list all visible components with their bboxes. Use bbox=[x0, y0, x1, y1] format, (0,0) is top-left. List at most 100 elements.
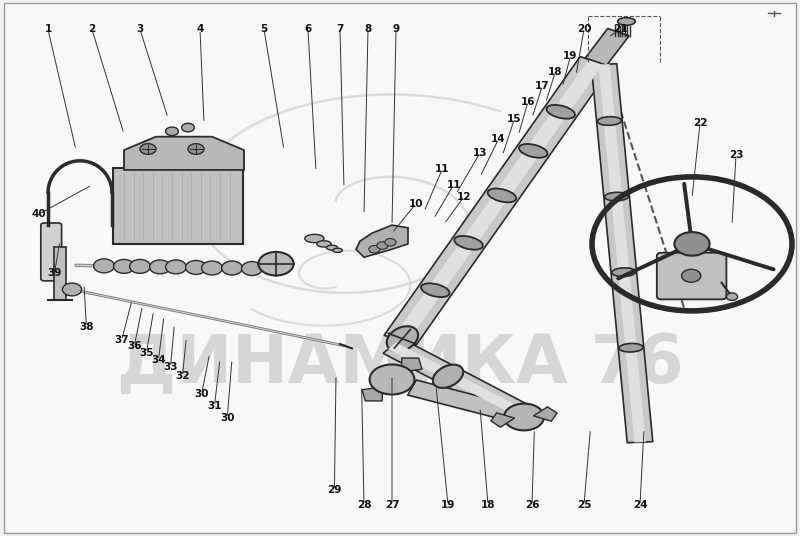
Text: 28: 28 bbox=[357, 500, 371, 510]
Ellipse shape bbox=[333, 248, 342, 252]
Text: 9: 9 bbox=[393, 25, 399, 34]
Text: 1: 1 bbox=[44, 25, 52, 34]
Text: 3: 3 bbox=[136, 25, 144, 34]
FancyBboxPatch shape bbox=[113, 168, 243, 244]
Circle shape bbox=[94, 259, 114, 273]
Ellipse shape bbox=[317, 241, 331, 247]
Polygon shape bbox=[393, 59, 603, 343]
Ellipse shape bbox=[386, 326, 418, 351]
Polygon shape bbox=[388, 343, 524, 416]
Ellipse shape bbox=[619, 344, 643, 352]
Polygon shape bbox=[362, 387, 382, 401]
Text: 14: 14 bbox=[491, 135, 506, 144]
Text: 34: 34 bbox=[151, 355, 166, 365]
Text: 7: 7 bbox=[336, 25, 344, 34]
Text: 13: 13 bbox=[473, 148, 487, 158]
Ellipse shape bbox=[546, 105, 575, 118]
Ellipse shape bbox=[326, 245, 338, 250]
Polygon shape bbox=[534, 407, 557, 421]
Text: 12: 12 bbox=[457, 192, 471, 202]
Circle shape bbox=[369, 245, 380, 253]
Circle shape bbox=[150, 260, 170, 274]
Polygon shape bbox=[356, 225, 408, 257]
Text: 24: 24 bbox=[633, 500, 647, 510]
Circle shape bbox=[370, 364, 414, 394]
Circle shape bbox=[242, 262, 262, 276]
Text: 11: 11 bbox=[446, 180, 461, 190]
Text: 10: 10 bbox=[409, 199, 423, 209]
Text: 4: 4 bbox=[196, 25, 204, 34]
Text: 22: 22 bbox=[693, 118, 707, 128]
Text: 31: 31 bbox=[207, 401, 222, 411]
Polygon shape bbox=[491, 413, 514, 427]
Text: 18: 18 bbox=[481, 500, 495, 510]
Text: 26: 26 bbox=[525, 500, 539, 510]
Circle shape bbox=[726, 293, 738, 300]
Text: 16: 16 bbox=[521, 97, 535, 107]
Text: 2: 2 bbox=[88, 25, 96, 34]
FancyBboxPatch shape bbox=[657, 252, 726, 299]
Text: 15: 15 bbox=[507, 114, 522, 124]
Text: 29: 29 bbox=[327, 486, 342, 495]
Circle shape bbox=[166, 127, 178, 136]
Circle shape bbox=[186, 260, 206, 274]
Text: 6: 6 bbox=[304, 25, 312, 34]
Ellipse shape bbox=[488, 189, 516, 202]
Circle shape bbox=[130, 259, 150, 273]
Text: 23: 23 bbox=[729, 151, 743, 160]
Circle shape bbox=[62, 283, 82, 296]
Text: 32: 32 bbox=[175, 371, 190, 381]
Ellipse shape bbox=[454, 236, 483, 250]
Circle shape bbox=[182, 123, 194, 132]
Text: 39: 39 bbox=[47, 269, 62, 278]
Polygon shape bbox=[591, 64, 653, 443]
Circle shape bbox=[114, 259, 134, 273]
Text: 21: 21 bbox=[613, 25, 627, 34]
Ellipse shape bbox=[598, 117, 622, 125]
Text: 38: 38 bbox=[79, 322, 94, 332]
Circle shape bbox=[385, 239, 396, 246]
Text: 19: 19 bbox=[563, 51, 578, 61]
Text: 11: 11 bbox=[435, 164, 450, 174]
Ellipse shape bbox=[618, 18, 635, 25]
Polygon shape bbox=[586, 28, 629, 65]
Text: 19: 19 bbox=[441, 500, 455, 510]
Text: 36: 36 bbox=[127, 341, 142, 351]
Circle shape bbox=[222, 261, 242, 275]
Text: 8: 8 bbox=[364, 25, 372, 34]
Polygon shape bbox=[384, 57, 612, 345]
Circle shape bbox=[674, 232, 710, 256]
Text: 20: 20 bbox=[577, 25, 591, 34]
Polygon shape bbox=[54, 247, 66, 300]
Circle shape bbox=[166, 260, 186, 274]
Circle shape bbox=[682, 269, 701, 282]
FancyBboxPatch shape bbox=[4, 3, 796, 533]
Text: 37: 37 bbox=[114, 336, 129, 345]
Circle shape bbox=[140, 144, 156, 154]
Text: 35: 35 bbox=[139, 348, 154, 358]
Polygon shape bbox=[383, 338, 529, 420]
Polygon shape bbox=[402, 358, 422, 372]
Polygon shape bbox=[598, 64, 646, 442]
Ellipse shape bbox=[421, 284, 450, 297]
Circle shape bbox=[258, 252, 294, 276]
Circle shape bbox=[202, 261, 222, 275]
Ellipse shape bbox=[305, 234, 324, 243]
Text: 40: 40 bbox=[31, 210, 46, 219]
Ellipse shape bbox=[433, 364, 463, 388]
Ellipse shape bbox=[605, 192, 629, 201]
Text: ДИНАМИКА 76: ДИНАМИКА 76 bbox=[117, 331, 683, 398]
Circle shape bbox=[377, 242, 388, 249]
Text: 25: 25 bbox=[577, 500, 591, 510]
Ellipse shape bbox=[612, 268, 636, 277]
Text: 5: 5 bbox=[260, 25, 268, 34]
Text: 18: 18 bbox=[548, 68, 562, 77]
FancyBboxPatch shape bbox=[41, 223, 62, 281]
Text: 30: 30 bbox=[220, 413, 234, 423]
Text: 30: 30 bbox=[194, 389, 209, 399]
Ellipse shape bbox=[519, 144, 547, 158]
Polygon shape bbox=[124, 137, 244, 170]
Polygon shape bbox=[408, 380, 524, 423]
Circle shape bbox=[188, 144, 204, 154]
Circle shape bbox=[504, 404, 544, 430]
